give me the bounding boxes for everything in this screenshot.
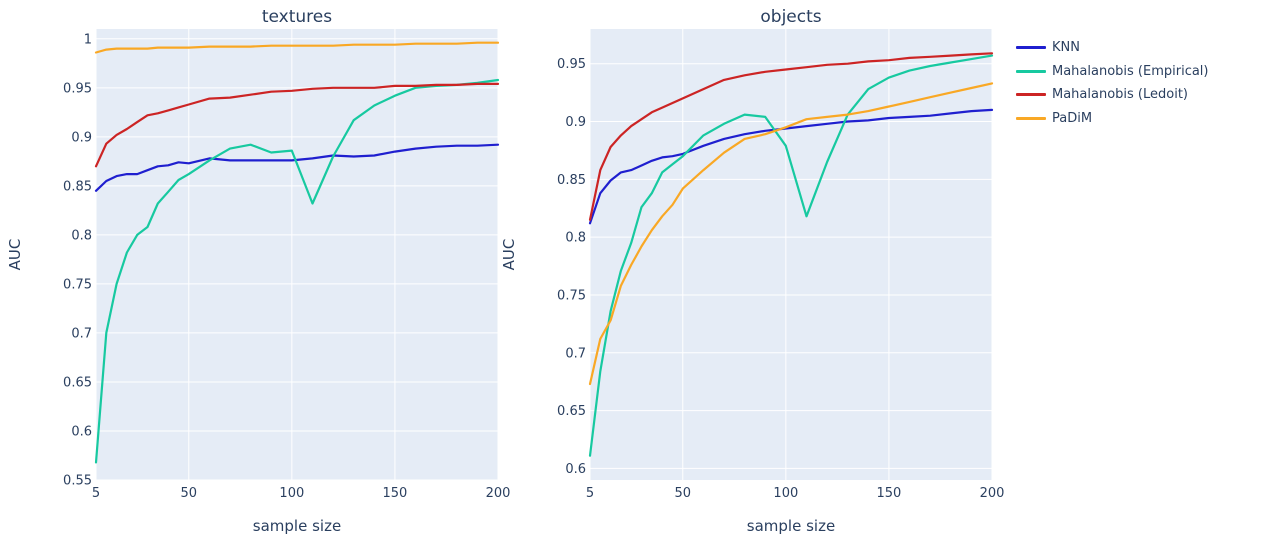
panel-1-y-tick-label: 0.8 bbox=[71, 228, 92, 243]
panel-1-x-tick-label: 200 bbox=[486, 486, 511, 501]
panel-2-y-tick-label: 0.8 bbox=[565, 231, 586, 246]
panel-2-x-tick-label: 5 bbox=[586, 486, 594, 501]
legend: KNN Mahalanobis (Empirical) Mahalanobis … bbox=[1016, 36, 1209, 130]
panel-1-y-tick-label: 0.85 bbox=[63, 179, 92, 194]
legend-label-mahalanobis-ledoit: Mahalanobis (Ledoit) bbox=[1052, 87, 1188, 103]
panel-1-series-line-knn bbox=[94, 143, 500, 192]
panel-2-x-axis-label: sample size bbox=[747, 517, 835, 535]
legend-item-padim[interactable]: PaDiM bbox=[1016, 107, 1209, 131]
panel-2-x-tick-label: 150 bbox=[877, 486, 902, 501]
legend-swatch-mahalanobis-empirical bbox=[1016, 69, 1046, 73]
legend-label-knn: KNN bbox=[1052, 40, 1080, 56]
legend-label-padim: PaDiM bbox=[1052, 110, 1093, 126]
panel-1-x-tick-label: 50 bbox=[180, 486, 197, 501]
panel-1-x-tick-label: 100 bbox=[279, 486, 304, 501]
panel-2-y-tick-label: 0.7 bbox=[565, 346, 586, 361]
panel-2-plot-area bbox=[590, 29, 992, 480]
panel-1-plot-area bbox=[96, 29, 498, 480]
legend-label-mahalanobis-empirical: Mahalanobis (Empirical) bbox=[1052, 63, 1209, 79]
panel-2-y-axis-label: AUC bbox=[500, 239, 518, 271]
panel-2-series-line-mahalanobis-empirical bbox=[588, 54, 994, 457]
panel-2-x-tick-label: 200 bbox=[980, 486, 1005, 501]
panel-2-series-line-mahalanobis-ledoit bbox=[588, 52, 994, 221]
panel-2-series-line-knn bbox=[588, 108, 994, 225]
panel-2-y-tick-label: 0.75 bbox=[557, 288, 586, 303]
panel-2-title: objects bbox=[760, 7, 821, 27]
panel-1-y-tick-label: 0.75 bbox=[63, 277, 92, 292]
panel-2-y-tick-label: 0.9 bbox=[565, 115, 586, 130]
legend-swatch-mahalanobis-ledoit bbox=[1016, 93, 1046, 97]
panel-1-y-tick-label: 0.7 bbox=[71, 326, 92, 341]
legend-item-mahalanobis-ledoit[interactable]: Mahalanobis (Ledoit) bbox=[1016, 83, 1209, 107]
legend-swatch-padim bbox=[1016, 116, 1046, 120]
legend-swatch-knn bbox=[1016, 46, 1046, 50]
panel-1-x-axis-label: sample size bbox=[253, 517, 341, 535]
panel-1-y-axis-label: AUC bbox=[6, 239, 24, 271]
panel-1-y-tick-label: 0.9 bbox=[71, 130, 92, 145]
panel-1-y-tick-label: 0.95 bbox=[63, 81, 92, 96]
legend-item-knn[interactable]: KNN bbox=[1016, 36, 1209, 60]
panel-2-y-tick-label: 0.85 bbox=[557, 173, 586, 188]
legend-item-mahalanobis-empirical[interactable]: Mahalanobis (Empirical) bbox=[1016, 60, 1209, 84]
panel-1-y-tick-label: 0.65 bbox=[63, 375, 92, 390]
panel-1-x-tick-label: 150 bbox=[383, 486, 408, 501]
panel-1-x-tick-label: 5 bbox=[92, 486, 100, 501]
panel-2-x-tick-label: 50 bbox=[674, 486, 691, 501]
panel-2-y-tick-label: 0.6 bbox=[565, 462, 586, 477]
panel-1-y-tick-label: 1 bbox=[84, 32, 92, 47]
panel-1-series-line-mahalanobis-ledoit bbox=[94, 82, 500, 168]
panel-1-y-tick-label: 0.6 bbox=[71, 424, 92, 439]
panel-2-x-tick-label: 100 bbox=[773, 486, 798, 501]
panel-2-y-tick-label: 0.95 bbox=[557, 57, 586, 72]
panel-1-y-tick-label: 0.55 bbox=[63, 474, 92, 489]
panel-1-series-line-padim bbox=[94, 41, 500, 54]
panel-2-y-tick-label: 0.65 bbox=[557, 404, 586, 419]
panel-2-series-line-padim bbox=[588, 82, 994, 386]
panel-1-series-line-mahalanobis-empirical bbox=[94, 78, 500, 464]
panel-1-title: textures bbox=[262, 7, 332, 27]
